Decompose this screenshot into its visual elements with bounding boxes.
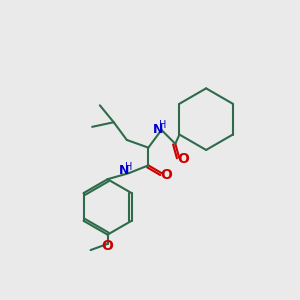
- Text: O: O: [101, 239, 113, 253]
- Text: H: H: [159, 120, 167, 130]
- Text: O: O: [160, 168, 172, 182]
- Text: O: O: [177, 152, 189, 166]
- Text: N: N: [153, 123, 164, 136]
- Text: N: N: [119, 164, 130, 177]
- Text: H: H: [125, 162, 132, 172]
